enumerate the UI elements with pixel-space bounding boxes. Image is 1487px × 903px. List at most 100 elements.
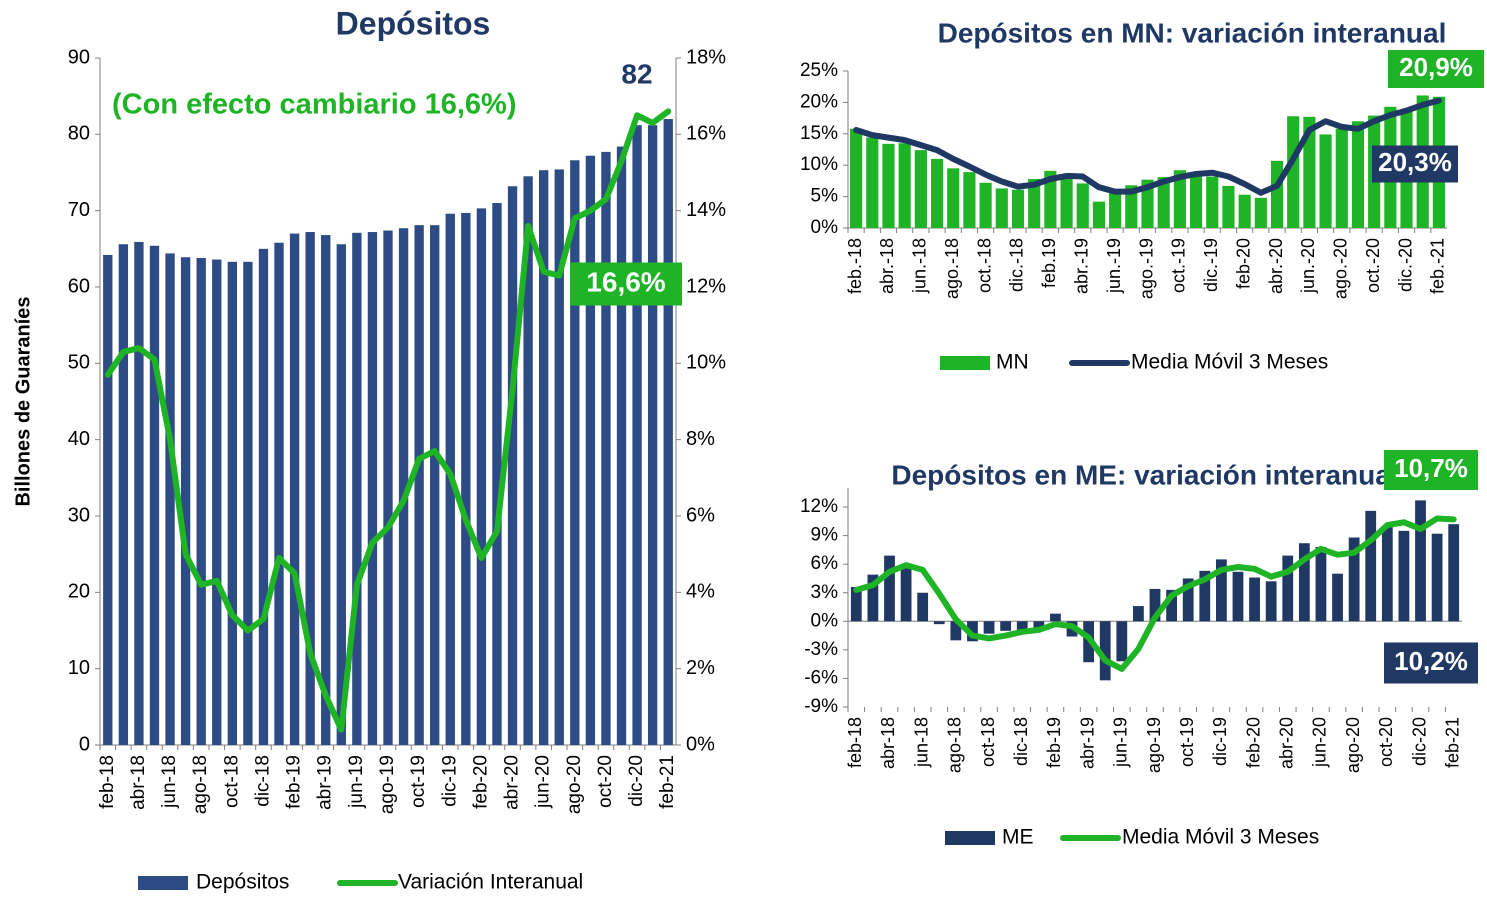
legend-label: Depósitos bbox=[196, 871, 289, 894]
bar bbox=[1076, 183, 1089, 228]
bar bbox=[1351, 121, 1365, 228]
x-tick-label: abr.-18 bbox=[877, 238, 897, 294]
bar bbox=[950, 621, 962, 641]
bar bbox=[1011, 189, 1025, 228]
x-tick-label: feb-18 bbox=[97, 755, 118, 809]
bar bbox=[963, 172, 976, 228]
y-tick-label: 10 bbox=[68, 657, 90, 679]
x-tick-label: oct-18 bbox=[978, 717, 998, 767]
bar bbox=[933, 621, 945, 625]
bar bbox=[1206, 176, 1219, 228]
annotation-box bbox=[570, 262, 682, 306]
bar bbox=[1365, 510, 1377, 622]
y2-tick-label: 18% bbox=[686, 46, 726, 68]
annotation: 20,3% bbox=[1378, 147, 1452, 177]
y2-tick-label: 12% bbox=[686, 275, 726, 297]
x-tick-label: dic.-20 bbox=[1395, 238, 1415, 292]
bar bbox=[1028, 179, 1041, 228]
bar bbox=[882, 143, 895, 228]
y-tick-label: 50 bbox=[68, 352, 90, 374]
x-tick-label: feb.-21 bbox=[1428, 238, 1448, 294]
y-tick-label: 3% bbox=[811, 582, 839, 603]
x-tick-label: feb.-18 bbox=[845, 238, 865, 294]
bar bbox=[601, 151, 611, 745]
bar bbox=[103, 254, 113, 745]
y-tick-label: 30 bbox=[68, 504, 90, 526]
y-tick-label: 5% bbox=[811, 186, 839, 207]
x-tick-label: jun-20 bbox=[1310, 717, 1330, 768]
bar bbox=[898, 143, 911, 228]
bar bbox=[1381, 526, 1393, 622]
x-tick-label: dic-19 bbox=[1210, 717, 1230, 766]
x-tick-label: feb-18 bbox=[845, 717, 865, 768]
bar bbox=[1050, 613, 1061, 622]
bar bbox=[1133, 606, 1144, 622]
y-tick-label: 0% bbox=[811, 217, 839, 238]
bar bbox=[1265, 581, 1277, 622]
bar bbox=[1448, 524, 1460, 622]
bar bbox=[1249, 577, 1260, 622]
annotation-box bbox=[1384, 642, 1478, 684]
bar bbox=[616, 146, 627, 746]
y-tick-label: 60 bbox=[68, 275, 90, 297]
bar bbox=[134, 241, 144, 746]
y-tick-label: 12% bbox=[800, 496, 838, 517]
line bbox=[853, 97, 1442, 196]
x-tick-label: jun.-18 bbox=[910, 238, 930, 294]
x-tick-label: oct.-18 bbox=[974, 238, 994, 293]
bar bbox=[1157, 177, 1170, 228]
x-tick-label: ago-20 bbox=[564, 755, 585, 814]
bar bbox=[289, 233, 300, 746]
legend-label: Media Móvil 3 Meses bbox=[1131, 351, 1328, 374]
bar bbox=[492, 203, 502, 746]
bar bbox=[983, 621, 995, 634]
bar bbox=[149, 245, 160, 745]
bar bbox=[196, 257, 206, 745]
x-tick-label: ago.-19 bbox=[1136, 238, 1156, 299]
x-tick-label: feb-21 bbox=[657, 755, 678, 809]
annotation: 82 bbox=[621, 58, 652, 89]
bar bbox=[1398, 530, 1410, 622]
bar bbox=[476, 208, 487, 746]
bar bbox=[554, 169, 564, 746]
x-tick-label: jun-19 bbox=[346, 755, 367, 809]
bar bbox=[947, 168, 960, 228]
y-tick-label: 0 bbox=[79, 733, 90, 755]
legend-label: MN bbox=[996, 351, 1029, 374]
bar bbox=[352, 232, 362, 745]
x-tick-label: oct-18 bbox=[221, 755, 242, 808]
bar bbox=[367, 232, 378, 746]
bar bbox=[383, 230, 393, 746]
bar bbox=[1125, 185, 1138, 228]
line bbox=[853, 515, 1457, 672]
bar bbox=[900, 565, 912, 622]
bar bbox=[1189, 172, 1203, 228]
annotation: 10,7% bbox=[1394, 453, 1468, 483]
y2-tick-label: 16% bbox=[686, 123, 726, 145]
bar bbox=[430, 225, 440, 746]
bar bbox=[967, 621, 978, 642]
bar bbox=[632, 125, 642, 745]
bar bbox=[1016, 621, 1028, 630]
bar bbox=[1173, 170, 1186, 228]
bar bbox=[1141, 179, 1154, 228]
x-tick-label: abr-20 bbox=[1277, 717, 1297, 769]
y2-tick-label: 8% bbox=[686, 428, 715, 450]
x-tick-label: abr.-19 bbox=[1071, 238, 1091, 294]
x-tick-label: dic-18 bbox=[252, 755, 273, 807]
bar bbox=[258, 248, 269, 746]
bar bbox=[212, 259, 222, 745]
legend-label: ME bbox=[1002, 826, 1034, 849]
bar bbox=[1199, 570, 1211, 622]
annotation: 10,2% bbox=[1394, 646, 1468, 676]
bar bbox=[1149, 588, 1161, 622]
y2-tick-label: 6% bbox=[686, 504, 715, 526]
x-tick-label: abr-19 bbox=[1077, 717, 1097, 769]
bar bbox=[1348, 537, 1360, 622]
bar bbox=[1415, 500, 1426, 622]
bar bbox=[850, 587, 862, 622]
x-tick-label: ago-19 bbox=[377, 755, 398, 814]
x-tick-label: jun-19 bbox=[1111, 717, 1131, 768]
y-tick-label: -6% bbox=[804, 667, 838, 688]
x-tick-label: ago-19 bbox=[1144, 717, 1164, 773]
